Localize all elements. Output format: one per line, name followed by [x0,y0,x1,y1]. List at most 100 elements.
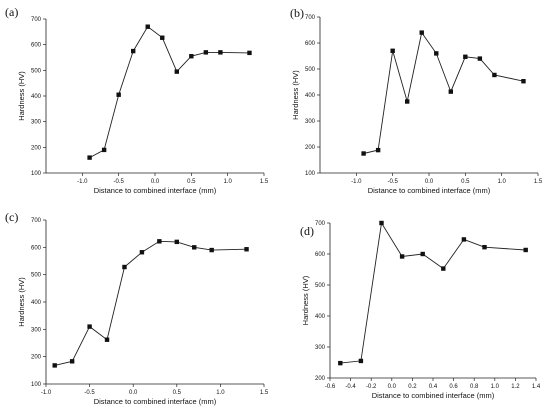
data-point [209,247,214,253]
y-tick-label: 600 [315,252,326,258]
chart-panel-3: (c) -1.0 -0.5 0.0 0.5 1.0 1.5 100 200 300 400 500 60… [5,210,269,406]
x-axis-title: Distance to combined interface (mm) [94,397,217,406]
x-tick-label: -0.5 [84,390,95,396]
data-point [101,147,107,153]
x-tick-label: -0.4 [345,384,356,390]
data-point [419,30,424,35]
data-point [247,50,252,56]
data-point [189,54,194,59]
x-tick-label: 0.8 [470,384,479,390]
data-point [390,48,395,53]
data-point [379,220,384,226]
x-tick-label: -1.0 [351,179,362,185]
data-point [52,363,57,368]
x-tick-label: 1.4 [532,384,541,390]
series-line [340,221,526,364]
data-point [174,239,179,245]
x-tick-label: 0.0 [425,179,434,185]
data-point [492,72,497,78]
chart-panel-4: (d) -0.6 -0.4 -0.2 0.0 0.2 0.4 0.6 0.8 1.0 1.2 1.4 2… [300,220,541,400]
y-tick-label: 700 [31,17,42,23]
y-axis-title: Hardness (HV) [301,275,310,325]
data-point [361,151,366,156]
data-point [192,245,197,250]
data-point [87,324,92,329]
x-tick-label: -0.6 [325,384,336,390]
y-tick-label: 700 [305,15,316,21]
x-tick-label: -0.5 [387,179,398,185]
x-tick-label: 0.5 [173,390,182,396]
data-point [482,244,487,250]
y-tick-label: 100 [305,171,316,177]
series-line [363,31,524,154]
y-tick-label: 500 [31,273,42,279]
data-point [477,56,483,61]
y-tick-label: 200 [315,376,326,382]
data-point [244,247,249,252]
data-point [203,50,209,55]
x-tick-label: 1.5 [534,179,543,185]
y-tick-label: 300 [31,120,42,126]
y-tick-label: 400 [305,93,316,99]
x-tick-label: 1.5 [260,390,269,396]
data-point [104,337,110,342]
y-tick-label: 600 [31,43,42,49]
x-tick-label: 1.0 [223,179,232,185]
data-point [434,51,439,56]
data-point [358,358,364,364]
data-point [463,54,468,59]
panel-label: (c) [5,210,18,224]
x-tick-label: 0.0 [151,179,160,185]
x-axis-title: Distance to combined interface (mm) [368,186,491,195]
series-line [54,240,247,366]
x-tick-label: 0.6 [449,384,458,390]
y-tick-label: 400 [31,300,42,306]
data-point [441,266,446,271]
x-tick-label: -0.2 [366,384,377,390]
series-line [89,26,250,158]
y-axis-title: Hardness (HV) [291,70,300,120]
x-tick-label: 0.0 [129,390,138,396]
y-tick-label: 600 [305,41,316,47]
x-tick-label: -1.0 [41,390,52,396]
y-tick-label: 300 [31,327,42,333]
y-axis-title: Hardness (HV) [17,71,26,121]
x-tick-label: 0.5 [461,179,470,185]
data-point [461,237,467,242]
y-tick-label: 500 [31,68,42,74]
chart-panel-2: (b) -1.0 -0.5 0.0 0.5 1.0 1.5 100 200 300 400 500 60… [290,6,543,195]
data-point [218,50,223,55]
y-tick-label: 700 [315,221,326,227]
y-tick-label: 400 [31,94,42,100]
data-point [420,251,425,257]
y-tick-label: 100 [31,171,42,177]
x-axis-title: Distance to combined interface (mm) [372,391,495,400]
panel-label: (d) [300,224,314,238]
data-point [116,92,121,97]
y-tick-label: 300 [305,119,316,125]
x-tick-label: 0.4 [429,384,438,390]
data-point [69,359,75,364]
data-point [405,99,410,104]
y-axis-title: Hardness (HV) [17,277,26,327]
y-tick-label: 300 [315,345,326,351]
x-tick-label: -1.0 [77,179,88,185]
y-tick-label: 500 [315,283,326,289]
y-tick-label: 400 [315,314,326,320]
x-tick-label: 0.0 [388,384,397,390]
data-point [523,247,528,253]
y-tick-label: 200 [31,145,42,151]
x-tick-label: 1.0 [497,179,506,185]
x-tick-label: 1.0 [491,384,500,390]
y-tick-label: 500 [305,67,316,73]
data-point [174,69,179,74]
x-tick-label: 1.2 [511,384,520,390]
panel-label: (b) [290,6,304,20]
data-point [448,89,453,94]
data-point [131,48,136,54]
x-tick-label: 0.2 [408,384,417,390]
chart-panel-1: (a) -1.0 -0.5 0.0 0.5 1.0 1.5 100 200 300 400 500 60… [5,5,269,195]
y-tick-label: 600 [31,245,42,251]
y-tick-label: 200 [305,145,316,151]
